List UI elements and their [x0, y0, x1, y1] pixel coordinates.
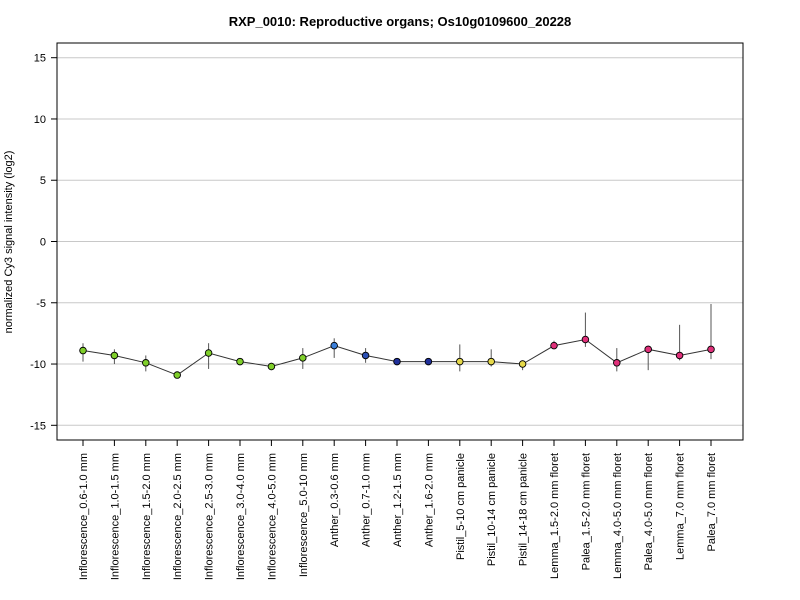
chart-title: RXP_0010: Reproductive organs; Os10g0109…	[229, 14, 572, 29]
y-tick-label: -5	[36, 298, 46, 310]
x-tick-label: Pistil_5-10 cm panicle	[455, 453, 467, 560]
y-axis: -15 -10 -5 0 5 10 15	[30, 53, 57, 432]
data-point	[267, 362, 276, 371]
data-point	[581, 335, 590, 344]
data-point	[204, 349, 213, 357]
x-tick-label: Palea_4.0-5.0 mm floret	[643, 453, 655, 570]
x-tick-label: Lemma_7.0 mm floret	[675, 453, 687, 560]
y-tick-label: -10	[30, 359, 46, 371]
y-tick-label: 15	[34, 53, 46, 65]
x-tick-label: Pistil_14-18 cm panicle	[518, 453, 530, 566]
data-point	[142, 359, 150, 367]
data-point	[613, 359, 621, 367]
x-tick-label: Inflorescence_2.5-3.0 mm	[204, 453, 216, 580]
data-point	[644, 345, 652, 354]
x-tick-label: Inflorescence_5.0-10 mm	[298, 453, 310, 577]
data-point	[707, 345, 715, 354]
data-point	[393, 357, 401, 366]
data-point	[487, 357, 495, 366]
data-point	[110, 351, 119, 360]
x-tick-label: Inflorescence_1.0-1.5 mm	[109, 453, 121, 580]
y-tick-label: -15	[30, 420, 46, 432]
data-point	[456, 357, 464, 366]
x-tick-label: Inflorescence_2.0-2.5 mm	[172, 453, 184, 580]
x-tick-label: Anther_0.7-1.0 mm	[361, 453, 373, 547]
x-tick-label: Inflorescence_3.0-4.0 mm	[235, 453, 247, 580]
y-axis-label: normalized Cy3 signal intensity (log2)	[3, 151, 15, 334]
data-point	[675, 351, 684, 360]
gridlines	[57, 57, 743, 426]
data-point	[424, 357, 433, 366]
y-tick-label: 10	[34, 114, 46, 126]
x-tick-label: Inflorescence_1.5-2.0 mm	[141, 453, 153, 580]
x-tick-label: Lemma_1.5-2.0 mm floret	[549, 453, 561, 579]
x-tick-label: Anther_1.2-1.5 mm	[392, 453, 404, 547]
data-point	[550, 341, 558, 350]
x-tick-label: Inflorescence_4.0-5.0 mm	[266, 453, 278, 580]
x-tick-label: Lemma_4.0-5.0 mm floret	[612, 453, 624, 579]
x-tick-label: Palea_7.0 mm floret	[706, 453, 718, 551]
x-axis: Inflorescence_0.6-1.0 mm Inflorescence_1.…	[78, 440, 718, 580]
x-tick-label: Anther_0.3-0.6 mm	[329, 453, 341, 547]
y-tick-label: 0	[40, 237, 46, 249]
data-point	[79, 346, 87, 355]
data-point	[299, 354, 307, 362]
y-tick-label: 5	[40, 175, 46, 187]
data-point	[330, 341, 338, 350]
data-point	[361, 351, 370, 360]
data-point	[518, 360, 527, 368]
x-tick-label: Inflorescence_0.6-1.0 mm	[78, 453, 90, 580]
x-tick-label: Anther_1.6-2.0 mm	[423, 453, 435, 547]
x-tick-label: Palea_1.5-2.0 mm floret	[580, 453, 592, 570]
x-tick-label: Pistil_10-14 cm panicle	[486, 453, 498, 566]
data-points	[79, 335, 715, 379]
data-point	[173, 371, 181, 379]
data-point	[236, 357, 244, 366]
